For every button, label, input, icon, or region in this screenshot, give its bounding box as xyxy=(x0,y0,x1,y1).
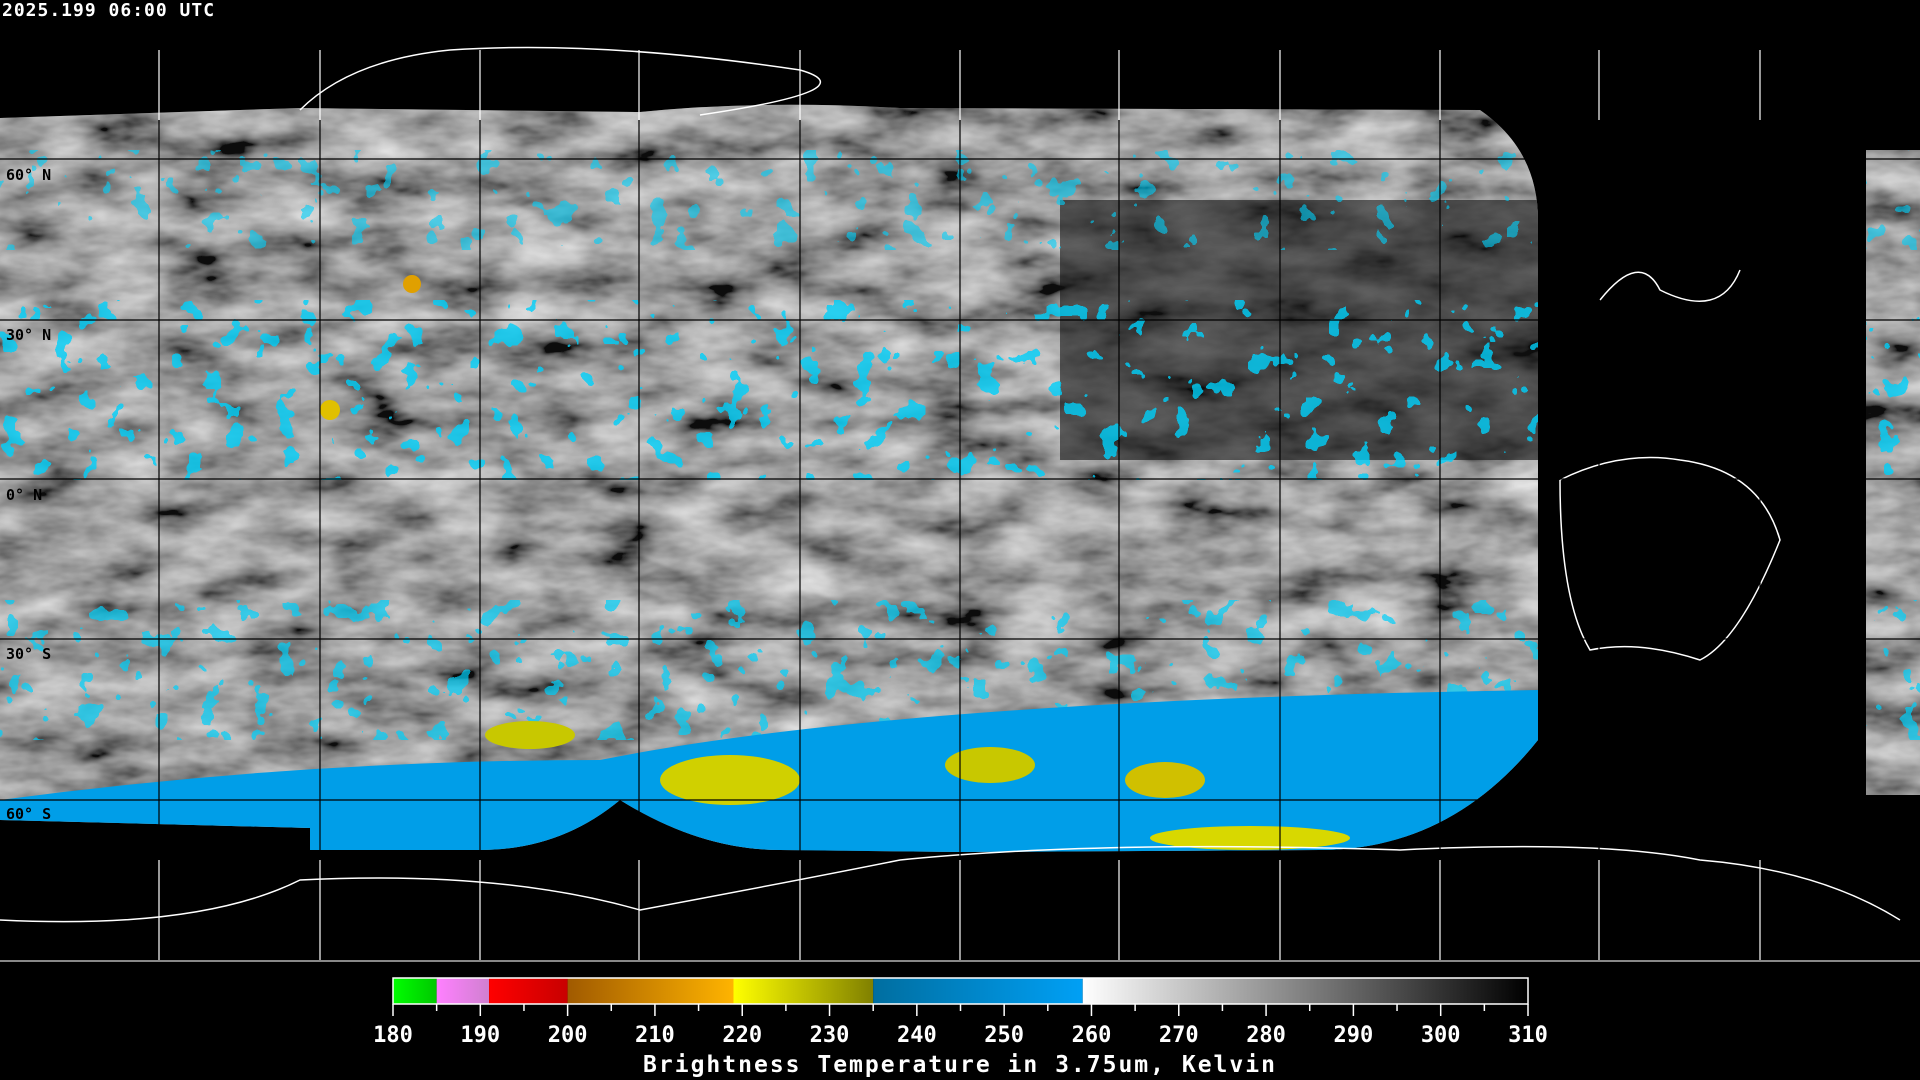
colorbar-tick-label: 300 xyxy=(1421,1023,1461,1048)
colorbar-tick-label: 290 xyxy=(1334,1023,1374,1048)
coastlines xyxy=(0,46,1901,923)
lat-label-30s: 30° S xyxy=(6,645,52,663)
colorbar-tick-label: 190 xyxy=(460,1023,500,1048)
colorbar: 180 190 200 210 220 230 240 250 260 270 280 290 300 3… xyxy=(373,977,1548,1048)
colorbar-tick-label: 200 xyxy=(548,1023,588,1048)
colorbar-tick-label: 310 xyxy=(1508,1023,1548,1048)
colorbar-title: Brightness Temperature in 3.75um, Kelvin xyxy=(643,1052,1277,1078)
colorbar-segment xyxy=(436,978,490,1004)
colorbar-tick-label: 210 xyxy=(635,1023,675,1048)
colorbar-segment xyxy=(873,978,1083,1004)
graticule xyxy=(0,50,1920,960)
colorbar-segment xyxy=(733,978,874,1004)
colorbar-segment xyxy=(489,978,568,1004)
lat-label-60s: 60° S xyxy=(6,805,52,823)
lat-label-0n: 0° N xyxy=(6,486,43,504)
colorbar-tick-label: 260 xyxy=(1072,1023,1112,1048)
colorbar-tick-label: 220 xyxy=(722,1023,762,1048)
lat-label-30n: 30° N xyxy=(6,326,52,344)
colorbar-tick-label: 180 xyxy=(373,1023,413,1048)
colorbar-legend: 180 190 200 210 220 230 240 250 260 270 280 290 300 3… xyxy=(0,960,1920,1080)
colorbar-segment xyxy=(1082,978,1528,1004)
satellite-map xyxy=(0,46,1920,960)
colorbar-tick-label: 270 xyxy=(1159,1023,1199,1048)
colorbar-segment xyxy=(567,978,734,1004)
colorbar-tick-label: 250 xyxy=(984,1023,1024,1048)
colorbar-tick-label: 280 xyxy=(1246,1023,1286,1048)
timestamp: 2025.199 06:00 UTC xyxy=(2,0,216,21)
colorbar-tick-label: 230 xyxy=(810,1023,850,1048)
lat-label-60n: 60° N xyxy=(6,166,52,184)
colorbar-segment xyxy=(393,978,437,1004)
colorbar-tick-label: 240 xyxy=(897,1023,937,1048)
